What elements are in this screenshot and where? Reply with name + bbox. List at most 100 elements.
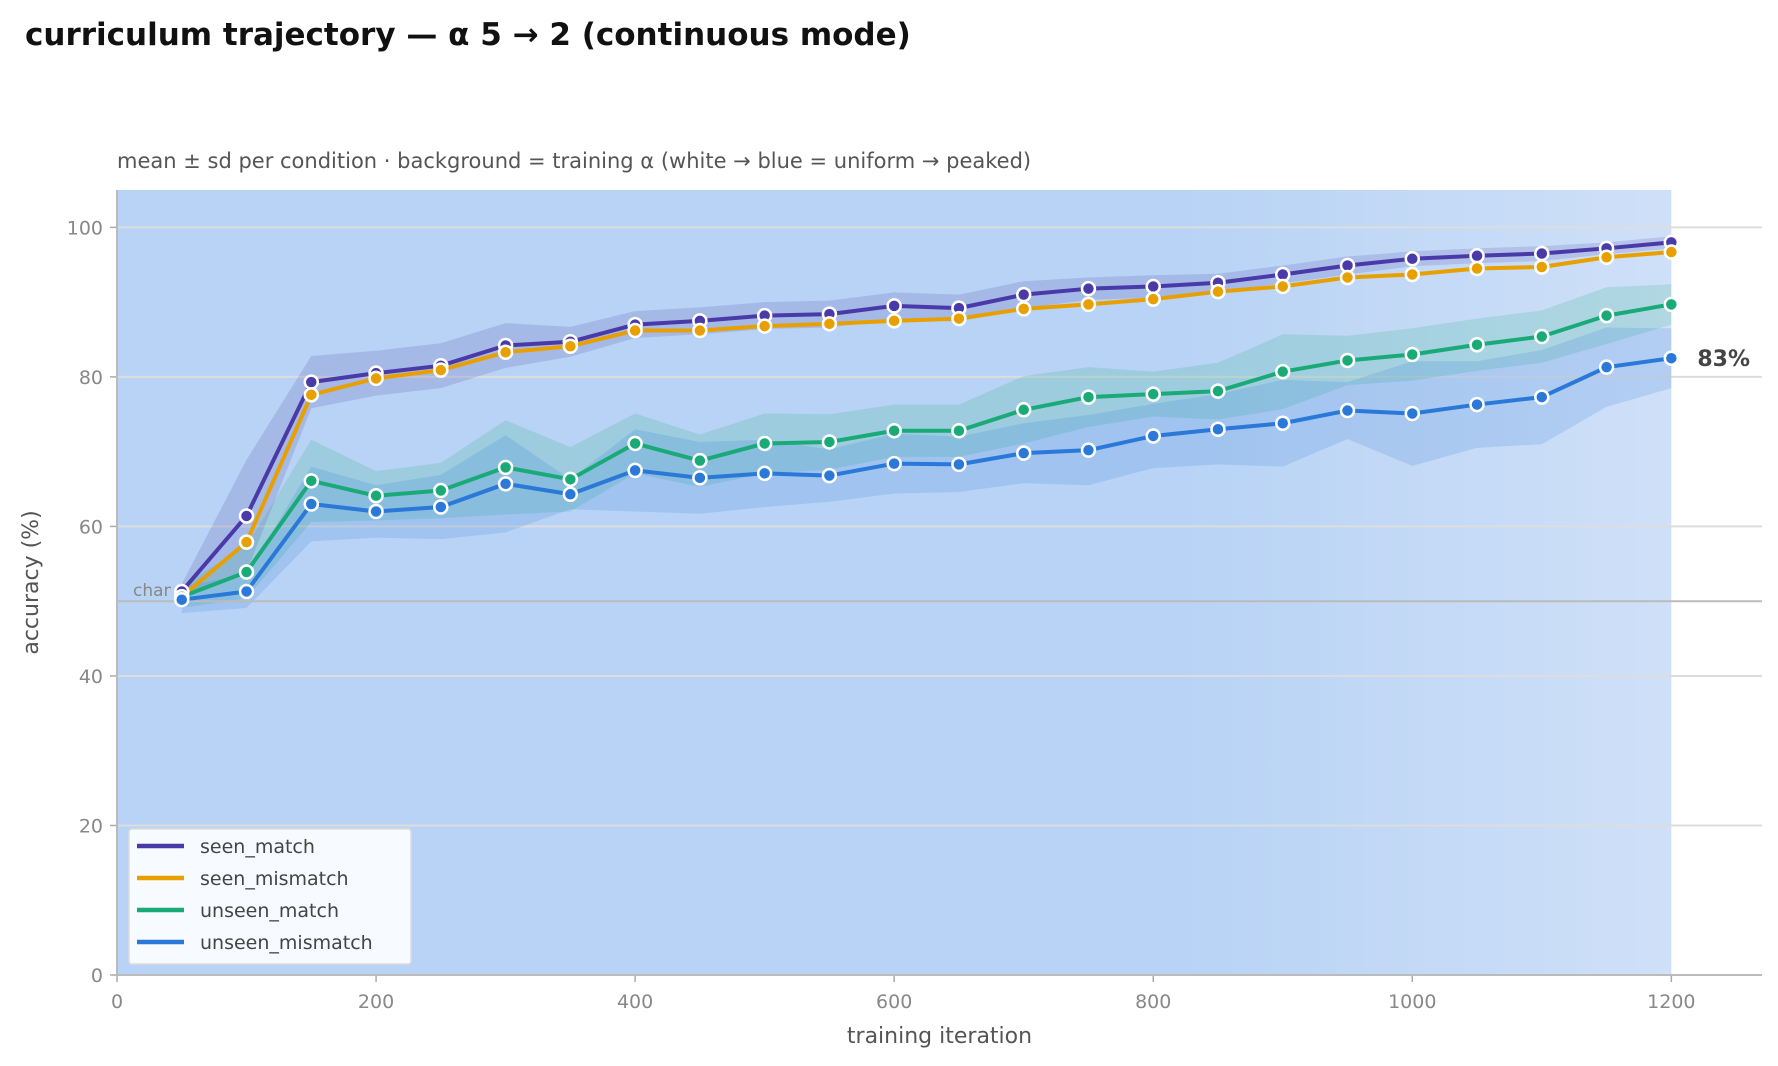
x-tick-label: 1000 (1388, 991, 1436, 1013)
point-unseen-mismatch (627, 462, 643, 479)
point-unseen-match (1210, 383, 1226, 399)
point-unseen-mismatch (1339, 402, 1356, 419)
end-value-label: 83% (1697, 347, 1750, 372)
point-seen-mismatch (821, 316, 838, 332)
point-unseen-mismatch (1663, 350, 1680, 366)
point-unseen-mismatch (1015, 445, 1032, 461)
point-unseen-mismatch (886, 455, 902, 472)
point-unseen-mismatch (303, 496, 320, 512)
chart-subtitle: mean ± sd per condition · background = t… (117, 149, 1031, 173)
point-seen-mismatch (756, 318, 773, 334)
point-seen-mismatch (1274, 278, 1291, 295)
point-unseen-mismatch (368, 503, 384, 520)
point-seen-mismatch (1080, 296, 1097, 313)
point-unseen-match (886, 422, 902, 439)
sd-band-seen-match (181, 236, 1672, 599)
chance-label: chance (133, 581, 194, 601)
point-unseen-mismatch (1145, 428, 1161, 444)
point-seen-mismatch (951, 310, 967, 327)
sd-bands (181, 236, 1672, 614)
series-points (174, 234, 1680, 608)
y-tick-label: 20 (79, 815, 103, 837)
point-seen-mismatch (1404, 266, 1421, 283)
point-seen-mismatch (886, 313, 902, 329)
point-seen-mismatch (303, 387, 320, 403)
chart-title: curriculum trajectory — α 5 → 2 (continu… (25, 17, 911, 53)
point-seen-mismatch (627, 322, 643, 339)
point-unseen-mismatch (1534, 389, 1550, 405)
point-seen-mismatch (562, 338, 579, 355)
x-tick-label: 200 (358, 991, 394, 1013)
point-seen-mismatch (1598, 249, 1615, 266)
point-seen-mismatch (1663, 244, 1680, 260)
point-unseen-mismatch (1469, 396, 1485, 413)
point-seen-match (1404, 251, 1421, 267)
legend-label: seen_match (200, 836, 315, 858)
point-unseen-mismatch (497, 476, 514, 492)
point-unseen-match (497, 459, 514, 476)
point-unseen-mismatch (1210, 421, 1226, 437)
point-unseen-match (627, 435, 643, 452)
point-seen-match (303, 374, 320, 390)
point-seen-mismatch (692, 322, 708, 339)
point-seen-mismatch (497, 344, 514, 360)
series-lines (179, 240, 1674, 602)
point-seen-match (238, 508, 255, 524)
point-unseen-match (1534, 328, 1550, 345)
point-seen-match (1015, 286, 1032, 303)
point-unseen-match (756, 435, 773, 452)
point-unseen-match (238, 564, 255, 580)
point-seen-mismatch (238, 534, 255, 550)
y-tick-label: 100 (67, 217, 103, 239)
x-tick-label: 800 (1135, 991, 1171, 1013)
x-axis-label: training iteration (847, 1024, 1032, 1049)
point-unseen-match (303, 473, 320, 489)
point-unseen-match (1404, 346, 1421, 363)
legend: seen_match seen_mismatch unseen_matchunsee… (128, 828, 412, 965)
point-seen-mismatch (1534, 259, 1550, 275)
legend-label: seen_mismatch (200, 868, 349, 890)
point-unseen-mismatch (1274, 415, 1291, 432)
x-tick-label: 600 (876, 991, 912, 1013)
point-seen-match (1080, 280, 1097, 297)
legend-label: unseen_mismatch (200, 932, 373, 954)
point-seen-mismatch (433, 362, 449, 378)
sd-band-unseen-match (181, 284, 1672, 608)
sd-band-unseen-mismatch (181, 327, 1672, 614)
point-seen-mismatch (1339, 269, 1356, 286)
point-unseen-mismatch (821, 467, 838, 484)
line-unseen-mismatch (179, 356, 1674, 602)
point-unseen-match (1274, 363, 1291, 380)
point-unseen-match (951, 422, 967, 439)
point-unseen-match (1339, 352, 1356, 369)
chance-line-group: chance (117, 581, 1762, 603)
point-unseen-mismatch (1080, 442, 1097, 458)
line-seen-match (179, 240, 1674, 594)
point-unseen-match (1145, 386, 1161, 402)
x-tick-label: 0 (111, 991, 123, 1013)
point-seen-mismatch (1469, 260, 1485, 277)
y-tick-label: 0 (91, 965, 103, 987)
line-unseen-match (179, 302, 1674, 599)
point-unseen-match (1469, 337, 1485, 353)
annotations: 83% (1697, 347, 1750, 372)
point-unseen-mismatch (433, 499, 449, 515)
line-seen-mismatch (179, 250, 1674, 599)
point-unseen-match (368, 488, 384, 504)
point-unseen-mismatch (562, 486, 579, 503)
point-unseen-mismatch (1598, 359, 1615, 375)
point-unseen-match (562, 471, 579, 488)
point-seen-mismatch (1145, 291, 1161, 307)
point-seen-mismatch (368, 370, 384, 387)
point-unseen-mismatch (238, 583, 255, 600)
point-seen-mismatch (1210, 283, 1226, 300)
point-unseen-match (692, 452, 708, 469)
point-unseen-match (433, 482, 449, 499)
point-unseen-match (1663, 296, 1680, 313)
y-tick-label: 40 (79, 666, 103, 688)
point-unseen-match (1080, 389, 1097, 405)
point-seen-match (1145, 278, 1161, 295)
point-unseen-match (1015, 402, 1032, 418)
legend-box (128, 828, 412, 965)
